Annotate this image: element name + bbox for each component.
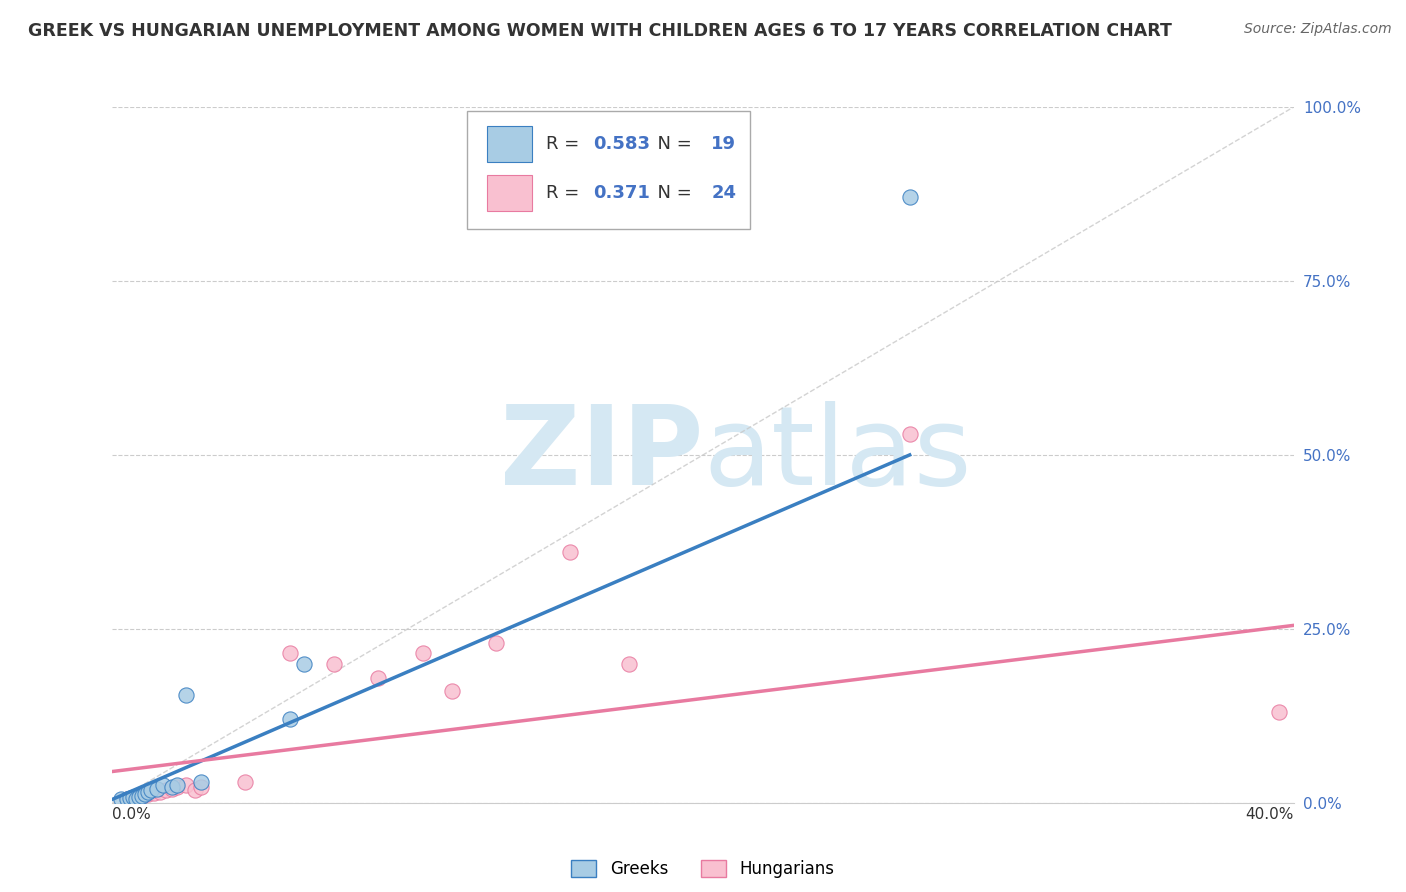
Text: 0.583: 0.583 — [593, 135, 650, 153]
Point — [619, 657, 641, 671]
Point — [128, 789, 150, 804]
Point — [485, 636, 508, 650]
Point — [149, 785, 172, 799]
Text: GREEK VS HUNGARIAN UNEMPLOYMENT AMONG WOMEN WITH CHILDREN AGES 6 TO 17 YEARS COR: GREEK VS HUNGARIAN UNEMPLOYMENT AMONG WO… — [28, 22, 1173, 40]
Point — [323, 657, 346, 671]
Point — [898, 427, 921, 442]
Point — [152, 778, 174, 792]
Text: 0.371: 0.371 — [593, 184, 650, 202]
Point — [441, 684, 464, 698]
Point — [120, 791, 142, 805]
Text: 0.0%: 0.0% — [112, 807, 152, 822]
Point — [278, 646, 301, 660]
Point — [125, 790, 148, 805]
Point — [131, 789, 153, 803]
Point — [117, 791, 138, 805]
Text: R =: R = — [546, 184, 585, 202]
Point — [110, 792, 132, 806]
Point — [233, 775, 256, 789]
Point — [898, 190, 921, 204]
Point — [278, 712, 301, 726]
Point — [166, 778, 188, 792]
Point — [120, 791, 142, 805]
Point — [142, 786, 165, 800]
Point — [136, 785, 159, 799]
Point — [155, 783, 177, 797]
Point — [190, 780, 212, 794]
Point — [131, 789, 153, 803]
Point — [160, 781, 183, 796]
Text: atlas: atlas — [703, 401, 972, 508]
Point — [184, 783, 207, 797]
Point — [122, 790, 145, 805]
Point — [411, 646, 433, 660]
Point — [174, 688, 197, 702]
Point — [146, 781, 169, 796]
Text: 19: 19 — [711, 135, 737, 153]
Point — [190, 775, 212, 789]
Point — [1268, 706, 1291, 720]
FancyBboxPatch shape — [486, 175, 531, 211]
FancyBboxPatch shape — [486, 126, 531, 161]
Point — [367, 671, 389, 685]
Point — [166, 780, 188, 795]
Point — [160, 780, 183, 795]
Point — [134, 788, 156, 802]
Text: R =: R = — [546, 135, 585, 153]
Text: N =: N = — [647, 135, 697, 153]
Point — [125, 791, 148, 805]
Point — [292, 657, 315, 671]
Text: 40.0%: 40.0% — [1246, 807, 1294, 822]
Point — [558, 545, 582, 559]
Point — [136, 788, 159, 802]
Text: 24: 24 — [711, 184, 737, 202]
Point — [117, 792, 138, 806]
Text: Source: ZipAtlas.com: Source: ZipAtlas.com — [1244, 22, 1392, 37]
Point — [139, 783, 162, 797]
Legend: Greeks, Hungarians: Greeks, Hungarians — [565, 854, 841, 885]
FancyBboxPatch shape — [467, 111, 751, 229]
Text: ZIP: ZIP — [499, 401, 703, 508]
Text: N =: N = — [647, 184, 697, 202]
Point — [174, 778, 197, 792]
